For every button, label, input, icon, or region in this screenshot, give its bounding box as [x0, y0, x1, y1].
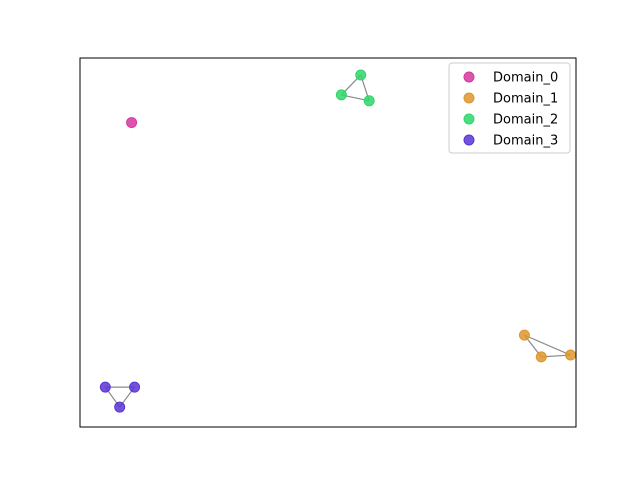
legend-label-domain-1: Domain_1: [493, 92, 558, 107]
point-domain-1-1: [535, 351, 547, 363]
edge-domain-1-2: [524, 334, 571, 356]
legend-label-domain-0: Domain_0: [493, 71, 558, 86]
points-layer: [99, 69, 577, 413]
legend: Domain_0 Domain_1 Domain_2 Domain_3: [448, 62, 571, 154]
legend-item-domain-2: Domain_2: [463, 113, 558, 128]
point-domain-3-2: [114, 401, 126, 413]
legend-marker-domain-3: [463, 134, 475, 146]
legend-label-domain-2: Domain_2: [493, 113, 558, 128]
legend-label-domain-3: Domain_3: [493, 134, 558, 149]
axes-frame: [79, 57, 577, 428]
point-domain-2-2: [363, 95, 375, 107]
legend-box: [448, 62, 571, 154]
point-domain-3-1: [129, 381, 141, 393]
legend-marker-domain-2: [463, 113, 475, 125]
point-domain-2-1: [335, 89, 347, 101]
point-domain-3-0: [99, 381, 111, 393]
legend-marker-domain-1: [463, 92, 475, 104]
legend-item-domain-3: Domain_3: [463, 134, 558, 149]
legend-item-domain-0: Domain_0: [463, 71, 558, 86]
point-domain-2-0: [355, 69, 367, 81]
point-domain-1-2: [565, 349, 577, 361]
point-domain-1-0: [518, 329, 530, 341]
legend-item-domain-1: Domain_1: [463, 92, 558, 107]
point-domain-0-0: [126, 117, 138, 129]
legend-marker-domain-0: [463, 71, 475, 83]
